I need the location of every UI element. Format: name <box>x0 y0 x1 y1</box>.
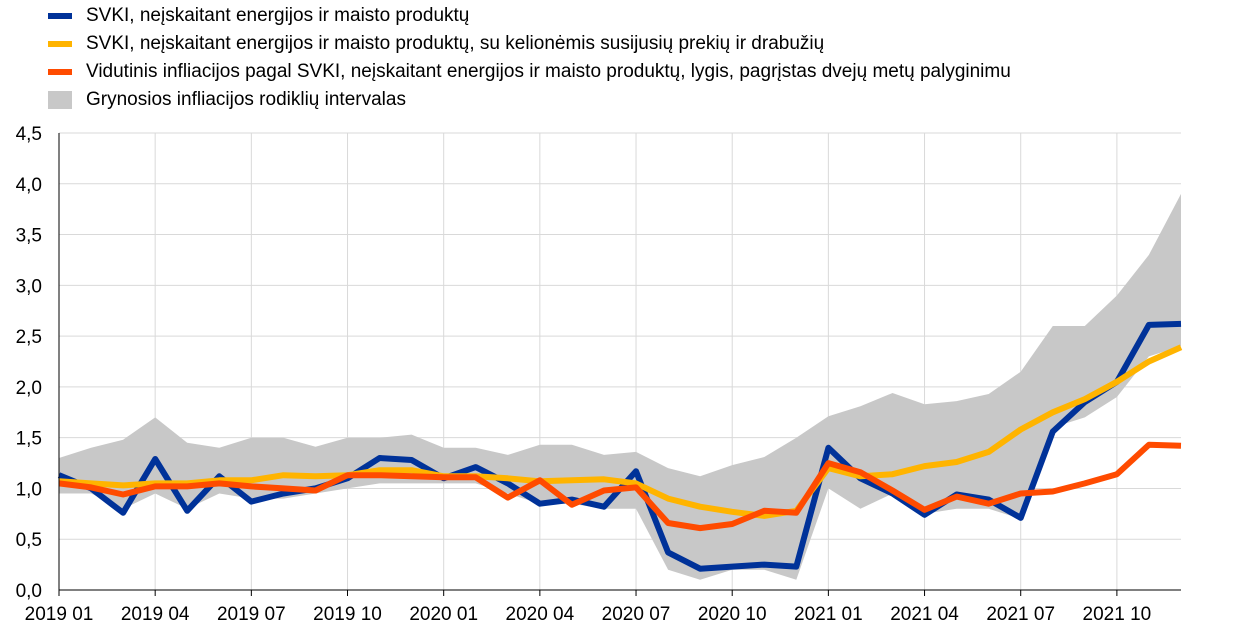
series-line-two-year-average <box>58 441 1182 532</box>
x-tick-label: 2020 10 <box>698 604 767 625</box>
legend-swatch-two-year-average <box>48 69 72 75</box>
y-tick-label: 4,5 <box>16 124 42 145</box>
y-tick-label: 3,0 <box>16 276 42 297</box>
x-tick-label: 2020 04 <box>506 604 575 625</box>
axes: 0,0 0,5 1,0 1,5 2,0 2,5 3,0 3,5 4,0 4,5 2019 01 201… <box>16 124 1181 625</box>
y-tick-label: 0,5 <box>16 530 42 551</box>
x-tick-label: 2021 04 <box>890 604 959 625</box>
x-tick-label: 2019 01 <box>25 604 94 625</box>
legend-item-core-hicp-excl-travel: SVKI, neįskaitant energijos ir maisto pr… <box>48 30 1011 58</box>
x-tick-label: 2021 01 <box>794 604 863 625</box>
series-line-core-hicp-excl-travel <box>58 344 1183 519</box>
x-tick-label: 2019 10 <box>313 604 382 625</box>
x-tick-label: 2019 04 <box>121 604 190 625</box>
y-tick-label: 3,5 <box>16 226 42 247</box>
x-tick-label: 2021 07 <box>986 604 1055 625</box>
legend-swatch-core-hicp <box>48 13 72 19</box>
x-tick-label: 2021 10 <box>1083 604 1152 625</box>
y-tick-label: 4,0 <box>16 175 42 196</box>
legend-swatch-range <box>48 91 72 109</box>
legend-item-range: Grynosios infliacijos rodiklių intervala… <box>48 86 1011 114</box>
legend-label-range: Grynosios infliacijos rodiklių intervala… <box>86 89 406 110</box>
y-tick-label: 0,0 <box>16 581 42 602</box>
legend-label-core-hicp: SVKI, neįskaitant energijos ir maisto pr… <box>86 5 470 26</box>
series-lines <box>57 320 1183 572</box>
legend-label-two-year-average: Vidutinis infliacijos pagal SVKI, neįska… <box>86 61 1011 82</box>
legend-swatch-core-hicp-excl-travel <box>48 41 72 47</box>
y-tick-label: 2,0 <box>16 378 42 399</box>
y-tick-label: 1,5 <box>16 429 42 450</box>
grid <box>59 132 1181 590</box>
legend: SVKI, neįskaitant energijos ir maisto pr… <box>48 2 1011 114</box>
x-tick-label: 2020 01 <box>409 604 478 625</box>
legend-item-two-year-average: Vidutinis infliacijos pagal SVKI, neįska… <box>48 58 1011 86</box>
legend-label-core-hicp-excl-travel: SVKI, neįskaitant energijos ir maisto pr… <box>86 33 825 54</box>
legend-item-core-hicp: SVKI, neįskaitant energijos ir maisto pr… <box>48 2 1011 30</box>
y-tick-label: 1,0 <box>16 479 42 500</box>
x-tick-label: 2019 07 <box>217 604 286 625</box>
x-tick-label: 2020 07 <box>602 604 671 625</box>
y-tick-label: 2,5 <box>16 327 42 348</box>
